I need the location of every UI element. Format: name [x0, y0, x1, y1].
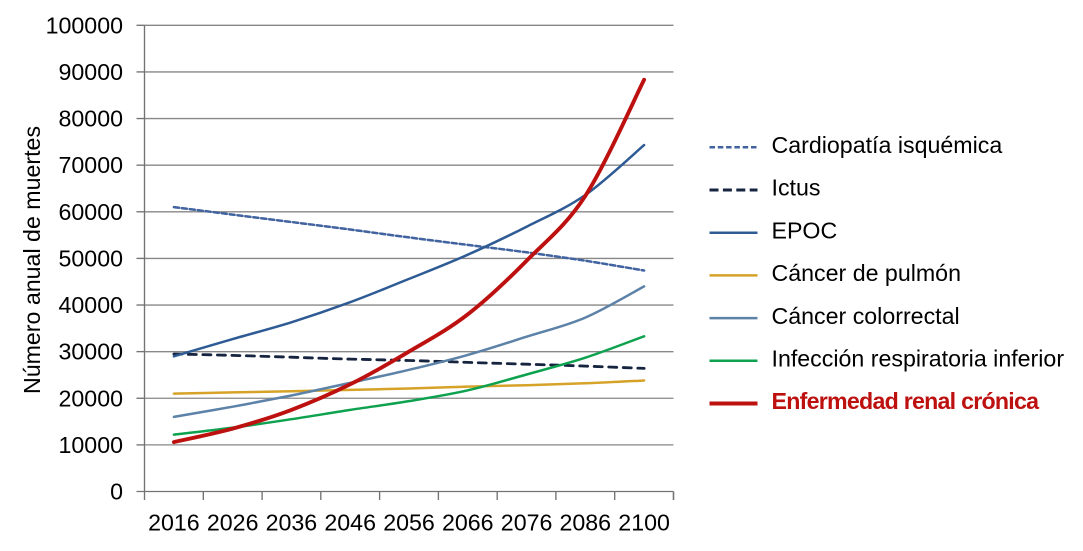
svg-text:100000: 100000	[46, 12, 123, 38]
svg-text:Enfermedad renal crónica: Enfermedad renal crónica	[772, 388, 1041, 414]
svg-text:50000: 50000	[59, 245, 123, 271]
svg-text:90000: 90000	[59, 59, 123, 85]
svg-text:2036: 2036	[266, 510, 318, 536]
svg-text:EPOC: EPOC	[772, 217, 838, 243]
svg-text:20000: 20000	[59, 385, 123, 411]
svg-text:60000: 60000	[59, 199, 123, 225]
svg-text:80000: 80000	[59, 106, 123, 132]
svg-text:2076: 2076	[501, 510, 553, 536]
svg-text:Cáncer colorrectal: Cáncer colorrectal	[772, 303, 960, 329]
svg-text:10000: 10000	[59, 432, 123, 458]
svg-text:70000: 70000	[59, 152, 123, 178]
svg-text:Cáncer de pulmón: Cáncer de pulmón	[772, 260, 961, 286]
svg-text:2026: 2026	[207, 510, 259, 536]
svg-text:2100: 2100	[618, 510, 670, 536]
svg-text:Infección respiratoria inferio: Infección respiratoria inferior	[772, 346, 1065, 372]
svg-text:Número anual de muertes: Número anual de muertes	[19, 126, 45, 394]
svg-text:2056: 2056	[383, 510, 435, 536]
svg-text:40000: 40000	[59, 292, 123, 318]
svg-text:2066: 2066	[442, 510, 494, 536]
svg-text:Cardiopatía isquémica: Cardiopatía isquémica	[772, 132, 1003, 158]
svg-text:Ictus: Ictus	[772, 175, 821, 201]
svg-text:30000: 30000	[59, 339, 123, 365]
svg-text:2046: 2046	[324, 510, 376, 536]
svg-text:2086: 2086	[560, 510, 612, 536]
svg-text:0: 0	[110, 479, 123, 505]
svg-text:2016: 2016	[148, 510, 200, 536]
